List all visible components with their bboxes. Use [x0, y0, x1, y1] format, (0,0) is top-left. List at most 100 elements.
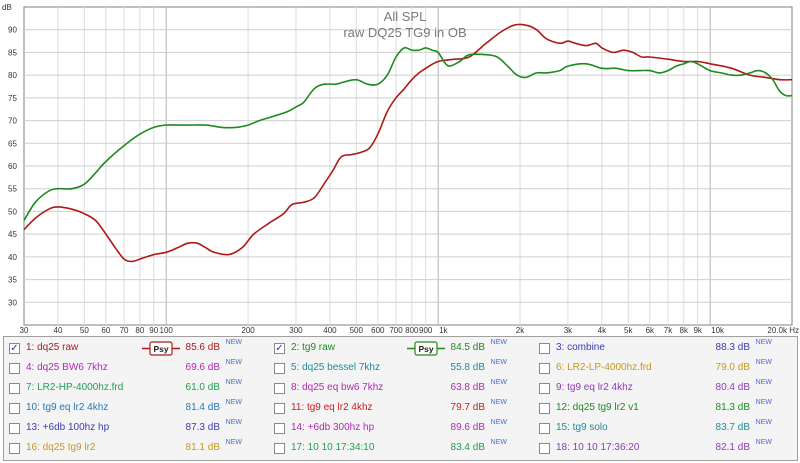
legend-entry[interactable]: 11: tg9 eq lr2 4khz 79.7 dB NEW [269, 399, 533, 419]
x-tick-label: 6k [646, 326, 655, 335]
spl-chart: 30 35 40 45 50 55 60 65 70 75 80 85 90 30 40 50 60 70 80 90… [2, 3, 799, 335]
legend-label: 1: dq25 raw [26, 342, 79, 353]
legend-checkbox[interactable] [9, 403, 20, 414]
legend-entry[interactable]: 4: dq25 BW6 7khz 69.6 dB NEW [4, 359, 268, 379]
x-tick-label: 4k [598, 326, 607, 335]
y-tick-label: 70 [8, 117, 17, 126]
legend-checkbox[interactable] [539, 363, 550, 374]
legend-new-tag: NEW [755, 339, 772, 346]
legend-checkbox[interactable] [9, 423, 20, 434]
legend-label: 2: tg9 raw [291, 342, 335, 353]
chart-grid [24, 7, 792, 325]
x-tick-label: 800 [405, 326, 419, 335]
legend-checkbox[interactable] [539, 383, 550, 394]
y-tick-label: 50 [8, 207, 17, 216]
legend-checkbox[interactable] [274, 403, 285, 414]
legend-entry[interactable]: ✓ 1: dq25 raw Psy 85.6 dB NEW [4, 339, 268, 359]
legend-new-tag: NEW [225, 359, 242, 366]
psy-smoothing-badge: Psy [407, 341, 445, 356]
legend-checkbox[interactable] [274, 423, 285, 434]
y-tick-label: 35 [8, 276, 17, 285]
legend-new-tag: NEW [755, 379, 772, 386]
x-tick-label: 50 [80, 326, 89, 335]
legend-row: 4: dq25 BW6 7khz 69.6 dB NEW 5: dq25 bessel… [4, 359, 797, 379]
legend-checkbox[interactable] [539, 343, 550, 354]
legend-entry[interactable]: 5: dq25 bessel 7khz 55.8 dB NEW [269, 359, 533, 379]
y-axis-unit: dB [2, 3, 12, 12]
x-tick-label: 200 [241, 326, 255, 335]
x-tick-label: 300 [289, 326, 303, 335]
legend-checkbox[interactable] [274, 443, 285, 454]
legend-new-tag: NEW [490, 419, 507, 426]
legend-new-tag: NEW [490, 439, 507, 446]
psy-smoothing-badge: Psy [142, 341, 180, 356]
legend-checkbox[interactable] [9, 363, 20, 374]
legend-value: 61.0 dB [185, 382, 220, 393]
legend-new-tag: NEW [490, 399, 507, 406]
series-line-2 [23, 46, 793, 221]
curve-legend-panel: ✓ 1: dq25 raw Psy 85.6 dB NEW ✓ 2: tg9 raw Psy 8… [3, 336, 798, 461]
legend-entry[interactable]: 12: dq25 tg9 lr2 v1 81.3 dB NEW [534, 399, 798, 419]
y-tick-label: 75 [8, 94, 17, 103]
legend-label: 14: +6db 300hz hp [291, 422, 375, 433]
x-tick-label: 400 [323, 326, 337, 335]
legend-new-tag: NEW [755, 439, 772, 446]
legend-entry[interactable]: 6: LR2-LP-4000hz.frd 79.0 dB NEW [534, 359, 798, 379]
legend-new-tag: NEW [225, 399, 242, 406]
legend-value: 79.7 dB [450, 402, 485, 413]
legend-checkbox[interactable] [539, 403, 550, 414]
x-tick-label: 900 [419, 326, 433, 335]
legend-entry[interactable]: 16: dq25 tg9 lr2 81.1 dB NEW [4, 439, 268, 459]
legend-entry[interactable]: 13: +6db 100hz hp 87.3 dB NEW [4, 419, 268, 439]
legend-value: 84.5 dB [450, 342, 485, 353]
legend-label: 11: tg9 eq lr2 4khz [291, 402, 373, 413]
legend-value: 79.0 dB [715, 362, 750, 373]
x-tick-label: 80 [135, 326, 144, 335]
legend-entry[interactable]: ✓ 2: tg9 raw Psy 84.5 dB NEW [269, 339, 533, 359]
series-line-1 [23, 23, 793, 263]
svg-text:Psy: Psy [153, 344, 168, 354]
legend-label: 16: dq25 tg9 lr2 [26, 442, 96, 453]
legend-label: 18: 10 10 17:36:20 [556, 442, 640, 453]
legend-entry[interactable]: 10: tg9 eq lr2 4khz 81.4 dB NEW [4, 399, 268, 419]
legend-label: 3: combine [556, 342, 605, 353]
legend-checkbox[interactable]: ✓ [274, 343, 285, 354]
x-tick-label: 70 [120, 326, 129, 335]
legend-label: 13: +6db 100hz hp [26, 422, 110, 433]
legend-row: ✓ 1: dq25 raw Psy 85.6 dB NEW ✓ 2: tg9 raw Psy 8… [4, 339, 797, 359]
chart-series [23, 23, 793, 263]
legend-entry[interactable]: 14: +6db 300hz hp 89.6 dB NEW [269, 419, 533, 439]
legend-new-tag: NEW [755, 359, 772, 366]
y-tick-label: 85 [8, 48, 17, 57]
svg-text:Psy: Psy [418, 344, 433, 354]
legend-row: 10: tg9 eq lr2 4khz 81.4 dB NEW 11: tg9 eq … [4, 399, 797, 419]
legend-checkbox[interactable] [274, 363, 285, 374]
x-tick-label: 100 [160, 326, 174, 335]
legend-entry[interactable]: 8: dq25 eq bw6 7khz 63.8 dB NEW [269, 379, 533, 399]
legend-checkbox[interactable]: ✓ [9, 343, 20, 354]
x-tick-label: 30 [20, 326, 29, 335]
legend-entry[interactable]: 3: combine 88.3 dB NEW [534, 339, 798, 359]
x-tick-label: 8k [680, 326, 689, 335]
legend-checkbox[interactable] [539, 423, 550, 434]
legend-checkbox[interactable] [274, 383, 285, 394]
chart-subtitle: raw DQ25 TG9 in OB [343, 25, 466, 40]
legend-value: 89.6 dB [450, 422, 485, 433]
legend-entry[interactable]: 15: tg9 solo 83.7 dB NEW [534, 419, 798, 439]
legend-value: 63.8 dB [450, 382, 485, 393]
legend-label: 6: LR2-LP-4000hz.frd [556, 362, 652, 373]
legend-label: 5: dq25 bessel 7khz [291, 362, 380, 373]
legend-checkbox[interactable] [9, 443, 20, 454]
x-tick-label: 7k [664, 326, 673, 335]
legend-entry[interactable]: 18: 10 10 17:36:20 82.1 dB NEW [534, 439, 798, 459]
legend-new-tag: NEW [225, 419, 242, 426]
legend-checkbox[interactable] [9, 383, 20, 394]
legend-entry[interactable]: 7: LR2-HP-4000hz.frd 61.0 dB NEW [4, 379, 268, 399]
legend-new-tag: NEW [490, 359, 507, 366]
legend-new-tag: NEW [755, 399, 772, 406]
legend-checkbox[interactable] [539, 443, 550, 454]
legend-entry[interactable]: 9: tg9 eq lr2 4khz 80.4 dB NEW [534, 379, 798, 399]
legend-entry[interactable]: 17: 10 10 17:34:10 83.4 dB NEW [269, 439, 533, 459]
legend-row: 16: dq25 tg9 lr2 81.1 dB NEW 17: 10 10 17:3… [4, 439, 797, 459]
legend-label: 4: dq25 BW6 7khz [26, 362, 108, 373]
